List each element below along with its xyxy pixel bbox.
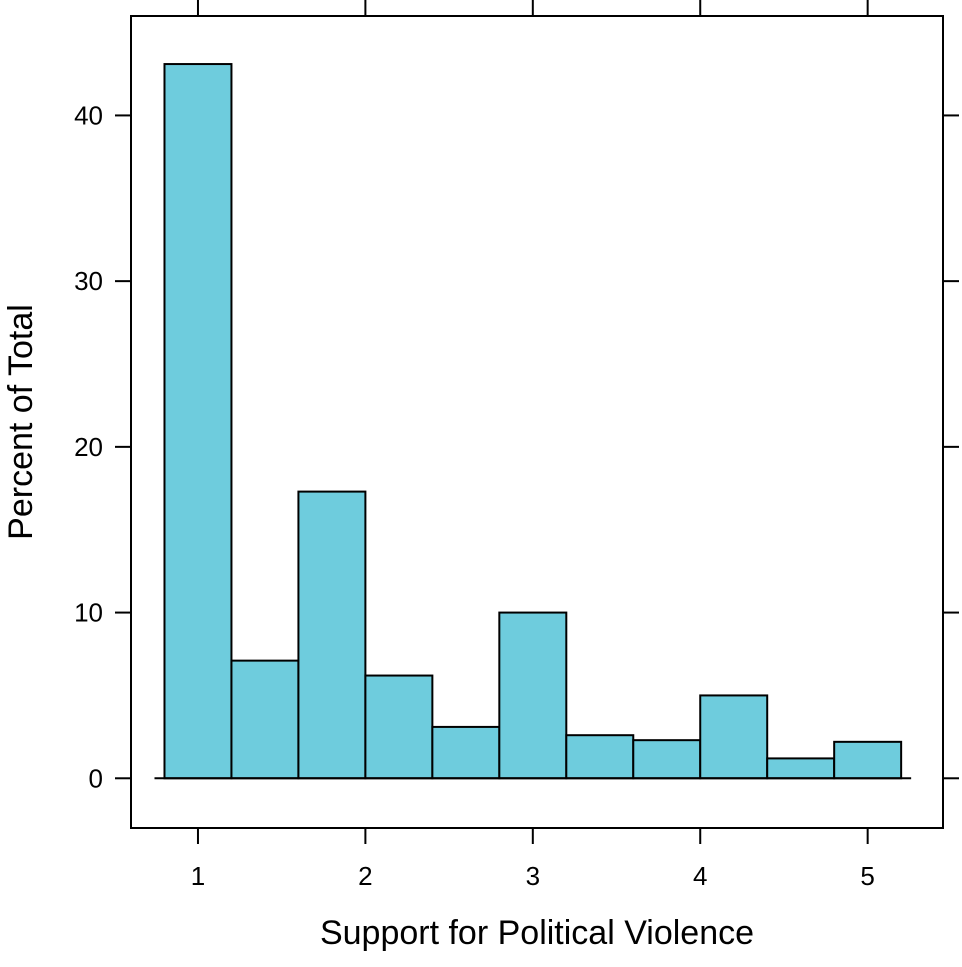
y-axis: 0 10 20 30 40	[74, 100, 959, 793]
x-tick-label: 4	[693, 861, 707, 891]
x-tick-label: 3	[526, 861, 540, 891]
x-axis: 1 2 3 4 5	[191, 0, 875, 891]
y-tick-label: 30	[74, 266, 103, 296]
histogram-bar	[699, 694, 769, 780]
histogram-bar	[498, 611, 568, 780]
x-tick-label: 5	[860, 861, 874, 891]
y-tick-label: 20	[74, 432, 103, 462]
histogram-bar	[632, 739, 702, 780]
histogram-bar	[364, 674, 434, 780]
histogram-bar	[431, 725, 501, 780]
histogram-bar	[163, 63, 233, 780]
x-tick-label: 2	[358, 861, 372, 891]
y-tick-label: 40	[74, 100, 103, 130]
histogram-bars	[163, 63, 903, 780]
plot-frame	[130, 15, 944, 829]
x-axis-label: Support for Political Violence	[320, 914, 754, 952]
x-tick-label: 1	[191, 861, 205, 891]
histogram-bar	[297, 490, 367, 780]
histogram-bar	[565, 734, 635, 780]
histogram-bar	[766, 757, 836, 780]
histogram-bar	[230, 659, 300, 780]
y-tick-label: 0	[89, 763, 103, 793]
y-axis-label: Percent of Total	[2, 304, 40, 540]
histogram-bar	[833, 740, 903, 780]
y-tick-label: 10	[74, 598, 103, 628]
